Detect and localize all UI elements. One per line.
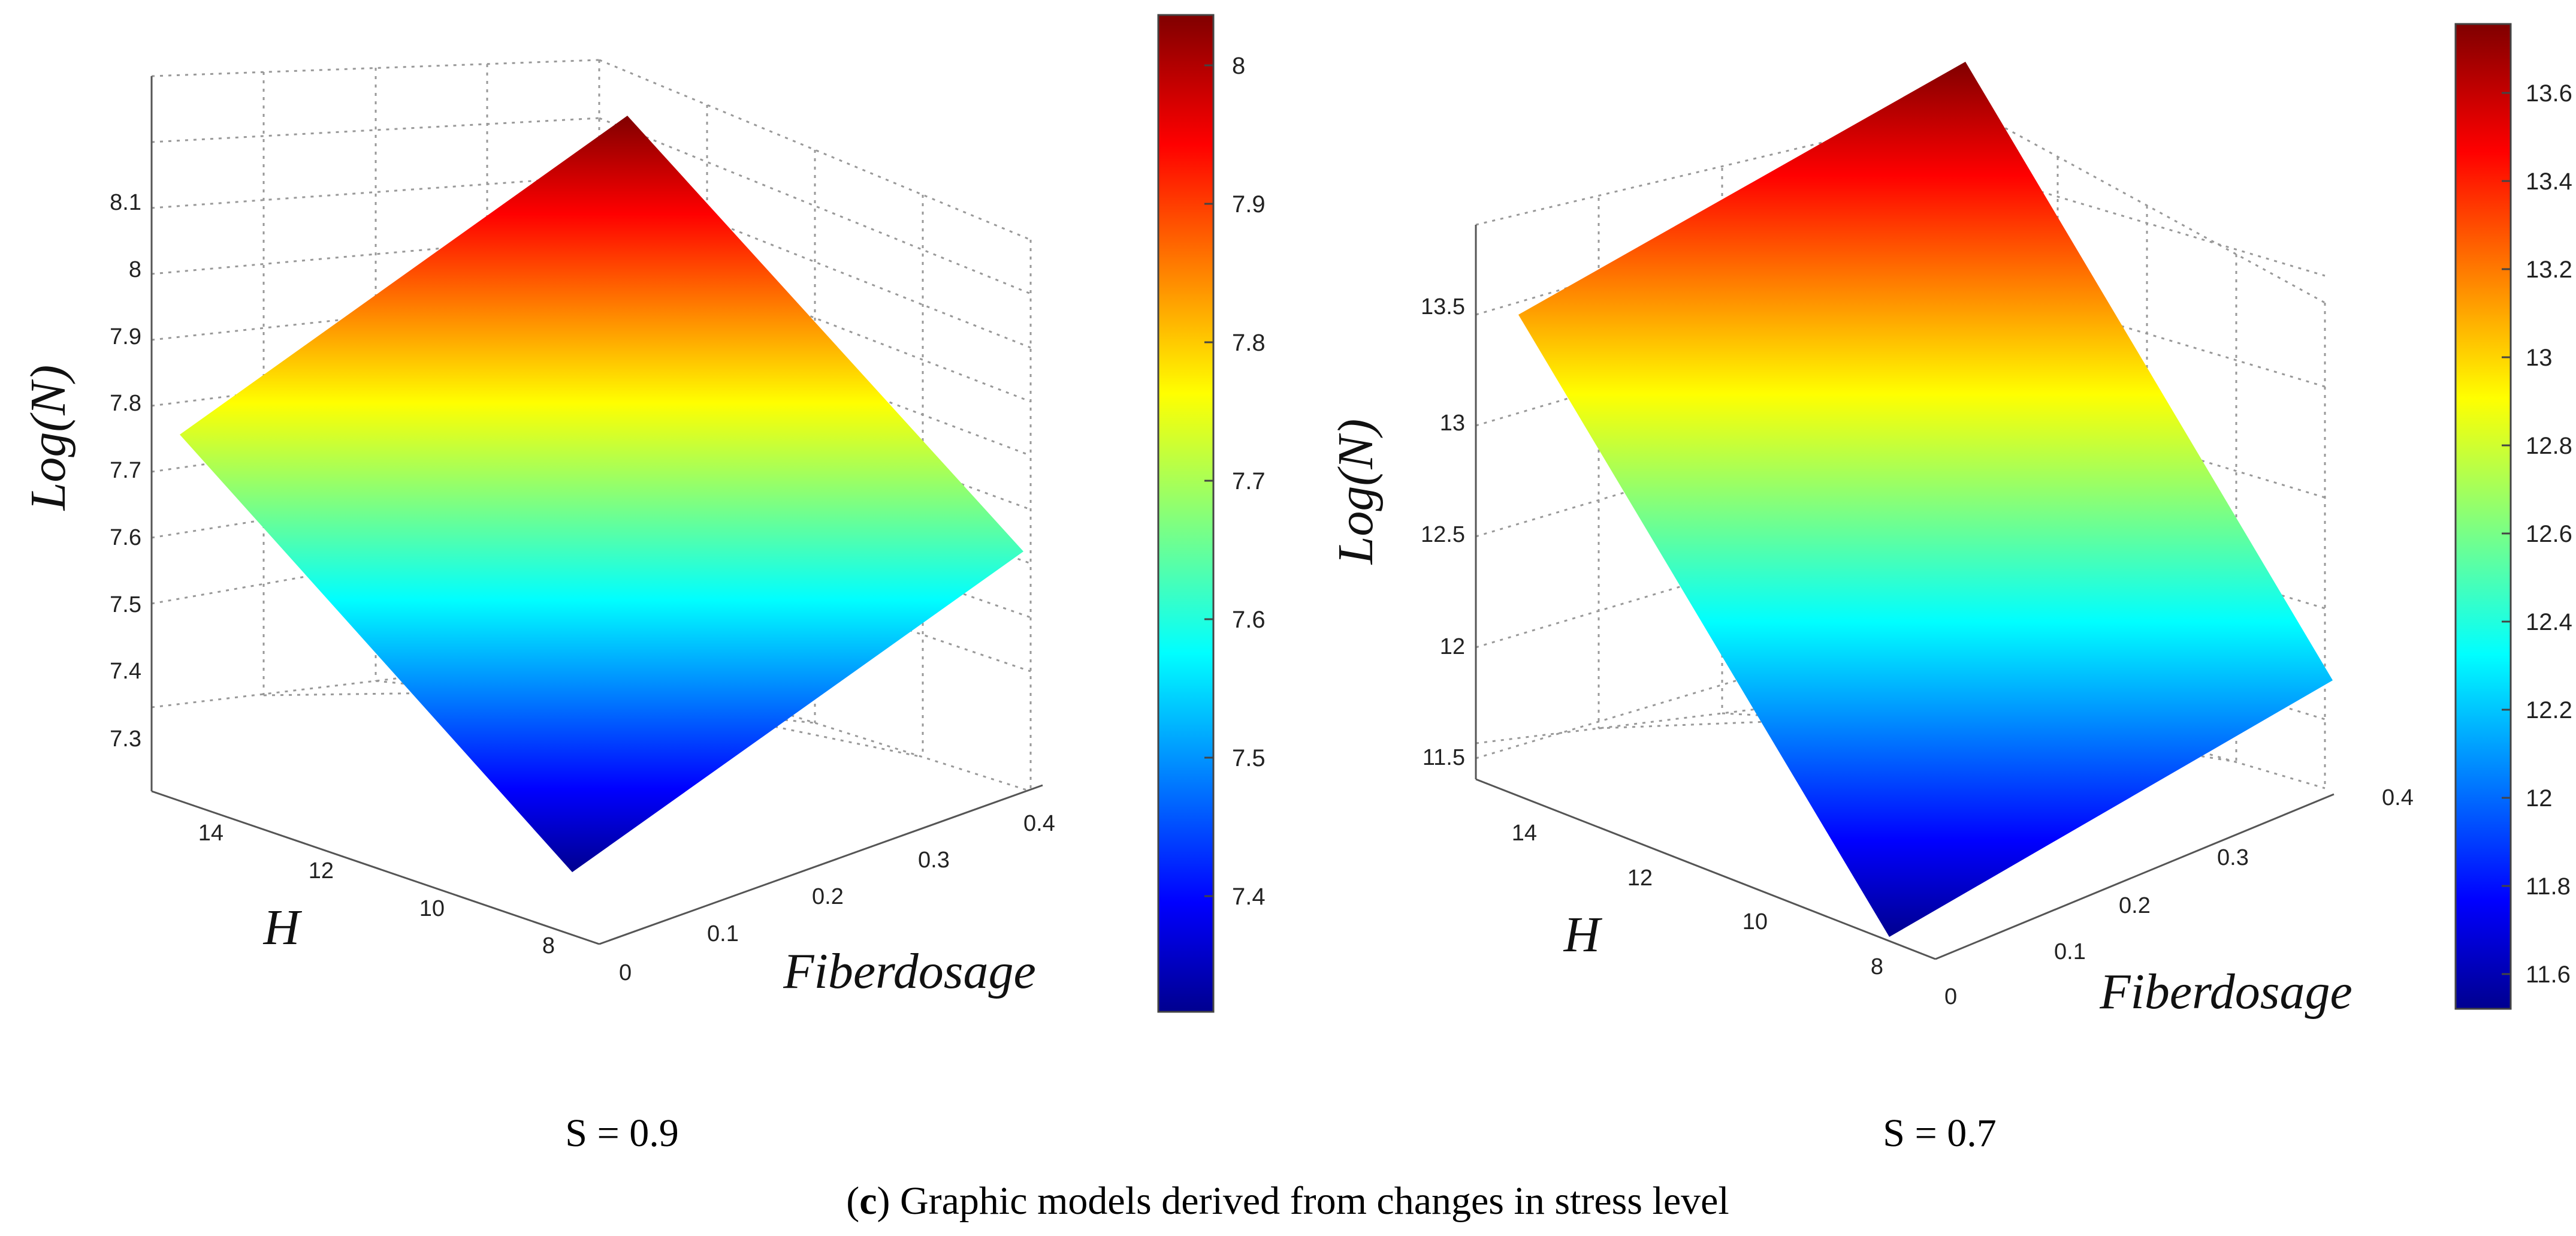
colorbar-tick-label: 7.5 [1232,745,1266,771]
caption-paren-open: ( [846,1179,859,1223]
chart-s07-z-ticks: 11.5 12 12.5 13 13.5 [1421,294,1465,770]
z-tick: 13.5 [1421,294,1465,319]
z-tick: 7.6 [110,525,141,550]
y-tick: 10 [419,896,445,921]
colorbar-tick-label: 7.7 [1232,468,1266,495]
chart-s07-xlabel: Fiberdosage [2099,964,2352,1020]
x-tick: 0.2 [2119,893,2151,918]
chart-s07-axes [1475,225,2335,960]
figure-caption: (c) Graphic models derived from changes … [846,1179,1729,1223]
chart-s07-x-ticks: 0 0.1 0.2 0.3 0.4 [1944,785,2414,1009]
z-tick: 11.5 [1423,745,1465,770]
x-tick: 0.1 [707,921,739,946]
colorbar-tick-label: 11.6 [2526,961,2571,988]
chart-s09-x-ticks: 0 0.1 0.2 0.3 0.4 [619,811,1055,985]
chart-s07-zlabel: Log(N) [1328,419,1384,565]
caption-letter: c [859,1179,877,1223]
z-tick: 12.5 [1421,522,1465,547]
colorbar-tick-label: 13 [2526,345,2553,371]
y-tick: 14 [1512,821,1537,846]
chart-s07-y-ticks: 8 10 12 14 [1512,821,1883,979]
z-tick: 7.8 [110,391,141,416]
colorbar-tick-label: 7.8 [1232,330,1266,356]
y-tick: 14 [198,821,224,846]
x-tick: 0.4 [1023,811,1055,836]
colorbar-tick-label: 7.9 [1232,191,1266,218]
panel-label-s07: S = 0.7 [1883,1111,1996,1155]
colorbar-tick-label: 12.2 [2526,697,2572,723]
chart-s09-y-ticks: 8 10 12 14 [198,821,555,958]
z-tick: 7.4 [110,659,141,684]
z-tick: 13 [1440,411,1465,436]
chart-s09-colorbar [1157,14,1215,1013]
x-tick: 0.3 [918,848,950,873]
colorbar-tick-label: 12.6 [2526,521,2572,547]
chart-s07-colorbar-ticks [2502,92,2511,975]
chart-s09-zlabel: Log(N) [20,365,76,511]
x-tick: 0.1 [2054,939,2086,964]
colorbar-tick-label: 12.8 [2526,433,2572,459]
caption-paren-close: ) [877,1179,890,1223]
y-tick: 10 [1743,909,1768,934]
chart-s09-xlabel: Fiberdosage [783,943,1035,999]
z-tick: 7.5 [110,592,141,617]
chart-s07-colorbar [2454,23,2512,1010]
colorbar-tick-label: 13.4 [2526,168,2572,195]
chart-s09-surface [180,116,1023,872]
z-tick: 7.3 [110,726,141,752]
colorbar-tick-label: 13.2 [2526,257,2572,283]
z-tick: 8.1 [110,190,141,215]
y-tick: 8 [542,933,555,958]
chart-s09: 7.3 7.4 7.5 7.6 7.7 7.8 7.9 8 8.1 8 10 1… [20,14,1266,1155]
y-tick: 12 [1627,866,1653,891]
chart-s07: 11.5 12 12.5 13 13.5 8 10 12 14 0 0.1 0.… [1328,23,2572,1155]
x-tick: 0.3 [2217,845,2249,870]
y-tick: 8 [1871,954,1883,979]
y-tick: 12 [309,858,334,884]
x-tick: 0 [1944,984,1957,1009]
x-tick: 0.4 [2382,785,2414,810]
chart-s09-colorbar-labels: 7.4 7.5 7.6 7.7 7.8 7.9 8 [1232,53,1266,910]
colorbar-tick-label: 7.6 [1232,607,1266,633]
chart-s07-ylabel: H [1563,907,1603,963]
chart-s07-colorbar-labels: 11.6 11.8 12 12.2 12.4 12.6 12.8 13 13.2… [2526,80,2572,988]
caption-text: Graphic models derived from changes in s… [890,1179,1729,1223]
chart-s09-z-ticks: 7.3 7.4 7.5 7.6 7.7 7.8 7.9 8 8.1 [110,190,141,752]
chart-s09-colorbar-ticks [1204,64,1213,897]
x-tick: 0 [619,960,632,985]
colorbar-tick-label: 11.8 [2526,873,2571,900]
chart-s07-surface [1518,62,2333,937]
z-tick: 12 [1440,634,1465,659]
colorbar-tick-label: 8 [1232,53,1245,79]
panel-label-s09: S = 0.9 [565,1111,678,1155]
z-tick: 7.9 [110,324,141,349]
colorbar-tick-label: 13.6 [2526,80,2572,107]
chart-s09-axes [150,76,1043,945]
colorbar-tick-label: 7.4 [1232,884,1266,910]
x-tick: 0.2 [812,884,844,909]
colorbar-tick-label: 12 [2526,785,2553,812]
chart-s09-ylabel: H [263,900,303,955]
z-tick: 7.7 [110,458,141,483]
z-tick: 8 [129,257,141,282]
colorbar-tick-label: 12.4 [2526,609,2572,635]
